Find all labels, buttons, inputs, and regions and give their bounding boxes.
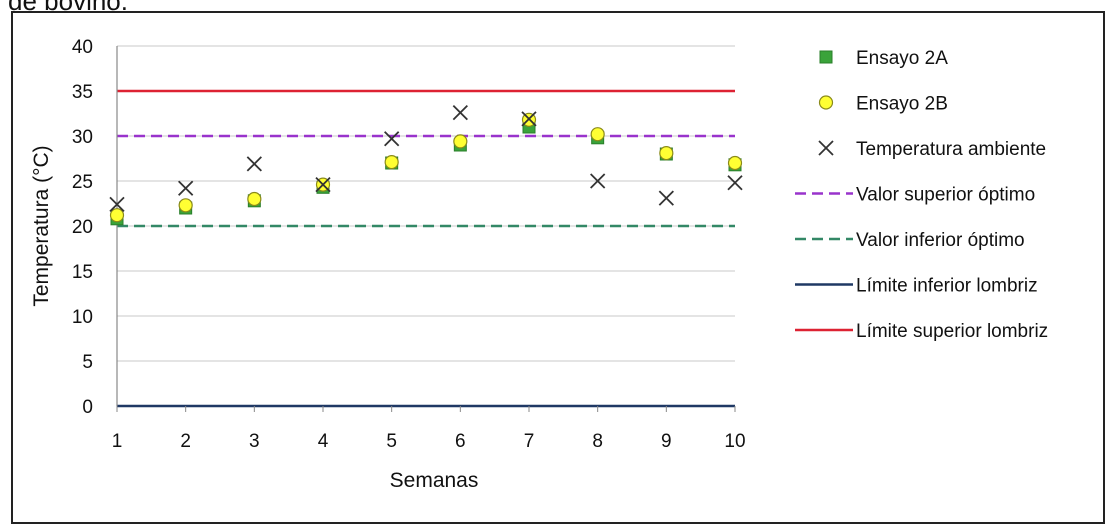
point-temperatura-ambiente	[590, 173, 606, 189]
point-temperatura-ambiente	[521, 111, 537, 127]
point-temperatura-ambiente	[109, 196, 125, 213]
x-marker-stroke	[246, 156, 262, 172]
legend-label: Valor inferior óptimo	[856, 230, 1025, 251]
legend-label: Ensayo 2A	[856, 48, 948, 69]
legend: Ensayo 2A Ensayo 2B Temperatura ambiente Va…	[795, 48, 1048, 342]
point-ensayo-2b	[727, 155, 743, 171]
y-tick-label: 25	[72, 172, 93, 193]
x-marker-stroke	[818, 140, 834, 156]
y-tick-label: 15	[72, 262, 93, 283]
legend-item-ensayo-2a: Ensayo 2A	[819, 48, 948, 69]
point-ensayo-2b	[178, 198, 193, 213]
point-temperatura-ambiente	[178, 180, 194, 196]
axes: 0 5 10 15 20 25 30 35 40 1 2 3 4 5 6 7 8 9 10	[72, 37, 746, 452]
point-ensayo-2b	[453, 134, 468, 149]
point-ensayo-2b	[109, 208, 125, 223]
legend-item-temperatura-ambiente: Temperatura ambiente	[818, 139, 1046, 160]
legend-item-ensayo-2b: Ensayo 2B	[818, 94, 948, 115]
legend-item-l-mite-inferior-lombriz: Límite inferior lombriz	[795, 276, 1038, 297]
x-marker-stroke	[727, 175, 743, 191]
x-marker-stroke	[658, 190, 674, 206]
x-tick-label: 6	[455, 431, 466, 452]
chart-frame	[11, 11, 1105, 524]
reference-lines	[117, 89, 735, 408]
y-tick-label: 40	[72, 37, 93, 58]
y-tick-label: 30	[72, 127, 93, 148]
y-axis-title: Temperatura (°C)	[30, 145, 53, 306]
point-temperatura-ambiente	[246, 156, 262, 172]
x-marker-stroke	[590, 173, 606, 189]
point-ensayo-2b	[659, 146, 674, 161]
x-axis-title: Semanas	[390, 469, 479, 492]
data-points	[109, 104, 743, 226]
x-marker-stroke	[521, 111, 537, 127]
legend-label: Ensayo 2B	[856, 94, 948, 115]
point-ensayo-2b	[247, 191, 262, 207]
legend-label: Valor superior óptimo	[856, 185, 1035, 206]
legend-item-valor-superior-ptimo: Valor superior óptimo	[795, 185, 1035, 206]
legend-label: Límite superior lombriz	[856, 321, 1048, 342]
x-tick-label: 10	[724, 431, 745, 452]
point-temperatura-ambiente	[452, 104, 468, 121]
point-temperatura-ambiente	[658, 190, 674, 206]
point-ensayo-2b	[384, 155, 399, 170]
legend-item-l-mite-superior-lombriz: Límite superior lombriz	[795, 321, 1048, 342]
x-marker-stroke	[315, 176, 331, 193]
x-tick-label: 5	[386, 431, 397, 452]
y-tick-label: 35	[72, 82, 93, 103]
y-tick-label: 0	[82, 397, 93, 418]
x-tick-label: 1	[112, 431, 123, 452]
x-marker-stroke	[178, 180, 194, 196]
x-tick-label: 9	[661, 431, 672, 452]
x-tick-label: 8	[592, 431, 603, 452]
legend-label: Límite inferior lombriz	[856, 276, 1038, 297]
point-temperatura-ambiente	[384, 131, 400, 147]
y-tick-label: 20	[72, 217, 93, 238]
legend-marker	[819, 50, 833, 64]
point-temperatura-ambiente	[727, 175, 743, 191]
x-tick-label: 4	[318, 431, 329, 452]
x-marker-stroke	[384, 131, 400, 147]
point-temperatura-ambiente	[315, 176, 331, 193]
x-marker-stroke	[109, 196, 125, 213]
legend-item-valor-inferior-ptimo: Valor inferior óptimo	[795, 230, 1025, 251]
legend-marker	[818, 140, 834, 156]
legend-marker	[818, 95, 834, 110]
point-ensayo-2b	[590, 127, 605, 142]
y-tick-label: 10	[72, 307, 93, 328]
x-marker-stroke	[452, 104, 468, 121]
x-tick-label: 7	[524, 431, 535, 452]
x-tick-label: 2	[180, 431, 191, 452]
y-tick-label: 5	[82, 352, 93, 373]
x-tick-label: 3	[249, 431, 260, 452]
legend-label: Temperatura ambiente	[856, 139, 1046, 160]
